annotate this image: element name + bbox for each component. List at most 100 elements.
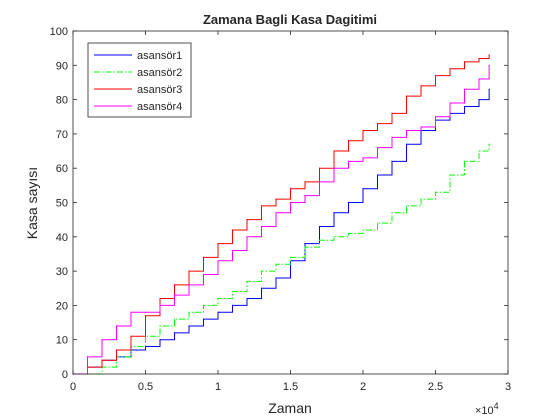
data-point-asansör4 <box>391 136 393 138</box>
legend-label-asansör2: asansör2 <box>137 67 182 79</box>
data-point-asansör2 <box>318 239 321 241</box>
data-point-asansör1 <box>275 277 277 279</box>
data-point-asansör4 <box>376 147 379 149</box>
data-point-asansör2 <box>488 143 490 145</box>
data-point-asansör1 <box>159 339 161 341</box>
y-tick-label: 70 <box>56 129 68 141</box>
data-point-asansör4 <box>115 325 118 327</box>
data-point-asansör4 <box>405 129 408 132</box>
data-point-asansör3 <box>405 95 408 97</box>
series-line-asansör2 <box>73 144 490 375</box>
data-point-asansör2 <box>463 160 466 162</box>
data-point-asansör4 <box>217 260 219 262</box>
series-line-asansör1 <box>73 89 490 375</box>
data-point-asansör3 <box>144 315 147 317</box>
legend: asansör1 asansör2 asansör3 asansör4 <box>87 42 192 118</box>
data-point-asansör1 <box>391 160 393 162</box>
x-exponent-label: ×104 <box>475 401 499 417</box>
data-point-asansör4 <box>478 78 480 80</box>
data-point-asansör4 <box>463 88 466 90</box>
data-point-asansör4 <box>449 102 451 104</box>
y-ticks: 0 10 20 30 40 50 60 70 80 90 100 <box>50 26 508 381</box>
data-point-asansör3 <box>463 61 466 63</box>
x-tick-label: 2 <box>360 381 366 393</box>
y-tick-label: 30 <box>56 266 68 278</box>
data-point-asansör1 <box>488 88 490 90</box>
data-point-asansör2 <box>188 311 190 313</box>
data-point-asansör3 <box>159 297 161 300</box>
legend-items: asansör1 asansör2 asansör3 asansör4 <box>94 50 182 113</box>
x-tick-label: 1 <box>215 381 221 393</box>
data-point-asansör3 <box>333 150 335 152</box>
data-point-asansör4 <box>86 356 89 358</box>
data-point-asansör4 <box>260 225 263 228</box>
series-line-asansör3 <box>73 55 490 375</box>
data-point-asansör2 <box>405 205 408 207</box>
data-point-asansör3 <box>434 74 437 77</box>
data-point-asansör2 <box>434 191 437 193</box>
x-tick-label: 0.5 <box>138 381 153 393</box>
data-point-asansör1 <box>260 287 263 289</box>
data-point-asansör4 <box>347 160 350 162</box>
data-point-asansör2 <box>304 246 306 248</box>
data-point-asansör1 <box>318 225 321 228</box>
data-point-asansör4 <box>275 212 277 214</box>
data-point-asansör1 <box>333 212 335 214</box>
data-point-asansör2 <box>275 263 277 265</box>
data-point-asansör2 <box>260 270 263 272</box>
data-point-asansör4 <box>101 339 103 341</box>
data-point-asansör4 <box>488 64 490 66</box>
y-tick-label: 40 <box>56 232 68 244</box>
data-point-asansör3 <box>304 181 306 183</box>
data-point-asansör3 <box>391 112 393 114</box>
data-point-asansör4 <box>246 236 248 238</box>
data-point-asansör4 <box>420 126 422 128</box>
data-point-asansör1 <box>202 318 205 320</box>
series-layer <box>72 54 490 375</box>
data-point-asansör4 <box>130 311 132 313</box>
data-point-asansör3 <box>202 256 205 258</box>
data-point-asansör3 <box>289 188 292 190</box>
data-point-asansör3 <box>173 284 176 286</box>
data-point-asansör2 <box>159 325 161 327</box>
data-point-asansör4 <box>434 116 437 118</box>
data-point-asansör3 <box>115 349 118 351</box>
data-point-asansör1 <box>347 201 350 204</box>
data-point-asansör1 <box>478 99 480 101</box>
data-point-asansör4 <box>159 304 161 306</box>
data-point-asansör3 <box>362 129 364 132</box>
y-tick-label: 0 <box>62 369 68 381</box>
data-point-asansör2 <box>217 297 219 300</box>
data-point-asansör4 <box>333 167 335 169</box>
data-point-asansör3 <box>420 85 422 87</box>
data-point-asansör3 <box>275 198 277 200</box>
data-point-asansör2 <box>391 212 393 214</box>
data-point-asansör2 <box>478 150 480 152</box>
data-point-asansör1 <box>304 243 306 245</box>
data-point-asansör4 <box>188 284 190 286</box>
data-point-asansör1 <box>231 304 234 306</box>
data-point-asansör3 <box>318 167 321 169</box>
data-point-asansör2 <box>173 318 176 320</box>
data-point-asansör1 <box>362 188 364 190</box>
data-point-asansör3 <box>188 270 190 272</box>
x-ticks: 0 0.5 1 1.5 2 2.5 3 <box>70 31 511 393</box>
x-tick-label: 0 <box>70 381 76 393</box>
data-point-asansör4 <box>173 294 176 296</box>
y-tick-label: 10 <box>56 335 68 347</box>
data-point-asansör4 <box>318 181 321 183</box>
y-tick-label: 90 <box>56 60 68 72</box>
data-point-asansör2 <box>333 236 335 238</box>
y-tick-label: 80 <box>56 95 68 107</box>
series-line-asansör4 <box>73 65 490 375</box>
data-point-asansör1 <box>246 297 248 300</box>
legend-label-asansör1: asansör1 <box>137 50 182 62</box>
data-point-asansör4 <box>362 157 364 159</box>
data-point-asansör3 <box>449 68 451 70</box>
x-exponent-power: 4 <box>494 401 499 411</box>
data-point-asansör4 <box>202 273 205 276</box>
data-point-asansör3 <box>101 359 103 361</box>
data-point-asansör1 <box>217 311 219 313</box>
data-point-asansör3 <box>217 243 219 245</box>
data-point-asansör4 <box>304 195 306 197</box>
